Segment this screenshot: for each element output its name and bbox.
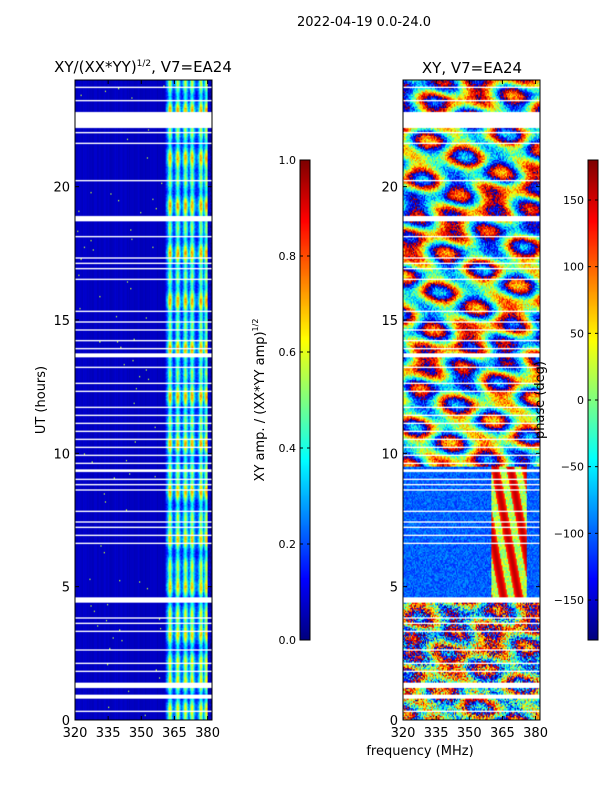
colorbar-tick-label: −50 <box>561 461 584 474</box>
amplitude-y-ticks: 0 5 10 15 20 <box>53 181 212 729</box>
x-tick-label: 335 <box>424 726 449 741</box>
colorbar-tick-label: 50 <box>570 327 584 340</box>
y-tick-label: 20 <box>381 181 398 196</box>
colorbar-tick-label: 0.0 <box>279 634 297 647</box>
y-tick-label: 5 <box>390 581 398 596</box>
y-tick-label: 15 <box>381 314 398 329</box>
amplitude-colorbar-gradient <box>300 160 310 640</box>
amplitude-colorbar-label: XY amp. / (XX*YY amp)1/2 <box>251 319 268 482</box>
phase-colorbar-gradient <box>588 160 598 640</box>
colorbar-tick-label: 150 <box>563 194 584 207</box>
phase-y-ticks: 0 5 10 15 20 <box>381 181 540 729</box>
phase-colorbar: −150 −100 −50 0 50 100 150 phase (deg) <box>533 159 599 641</box>
amplitude-x-ticks: 320 335 350 365 380 <box>63 80 220 741</box>
phase-panel: XY, V7=EA24 320 335 350 365 380 0 5 10 15 20 <box>381 59 548 741</box>
x-tick-label: 365 <box>490 726 515 741</box>
amplitude-heatmap-image <box>75 80 212 720</box>
colorbar-tick-label: −100 <box>554 527 584 540</box>
amplitude-colorbar-ticks: 0.0 0.2 0.4 0.6 0.8 1.0 <box>279 154 310 647</box>
amplitude-y-axis-label: UT (hours) <box>34 366 49 434</box>
colorbar-tick-label: 0 <box>577 394 584 407</box>
x-tick-label: 350 <box>457 726 482 741</box>
phase-x-ticks: 320 335 350 365 380 <box>391 80 548 741</box>
y-tick-label: 20 <box>53 181 70 196</box>
x-tick-label: 365 <box>162 726 187 741</box>
y-tick-label: 10 <box>381 447 398 462</box>
y-tick-label: 0 <box>390 714 398 729</box>
x-tick-label: 320 <box>391 726 416 741</box>
phase-heatmap-image <box>403 80 540 720</box>
shared-x-axis-label: frequency (MHz) <box>366 744 473 759</box>
colorbar-tick-label: 100 <box>563 261 584 274</box>
y-tick-label: 15 <box>53 314 70 329</box>
phase-panel-title: XY, V7=EA24 <box>422 59 522 77</box>
x-tick-label: 335 <box>96 726 121 741</box>
x-tick-label: 380 <box>523 726 548 741</box>
y-tick-label: 10 <box>53 447 70 462</box>
x-tick-label: 320 <box>63 726 88 741</box>
x-tick-label: 380 <box>195 726 220 741</box>
amplitude-panel: XY/(XX*YY)1/2, V7=EA24 320 335 350 365 380 0… <box>34 58 232 741</box>
phase-colorbar-label: phase (deg) <box>533 361 548 439</box>
amplitude-panel-title: XY/(XX*YY)1/2, V7=EA24 <box>54 58 232 76</box>
colorbar-tick-label: −150 <box>554 594 584 607</box>
colorbar-tick-label: 1.0 <box>279 154 297 167</box>
phase-colorbar-ticks: −150 −100 −50 0 50 100 150 <box>554 194 598 607</box>
amplitude-colorbar-frame <box>299 159 311 641</box>
colorbar-tick-label: 0.2 <box>279 538 297 551</box>
colorbar-tick-label: 0.8 <box>279 250 297 263</box>
phase-plot-frame <box>402 79 541 721</box>
colorbar-tick-label: 0.6 <box>279 346 297 359</box>
y-tick-label: 0 <box>62 714 70 729</box>
amplitude-plot-frame <box>74 79 213 721</box>
figure-suptitle: 2022-04-19 0.0-24.0 <box>297 15 431 30</box>
amplitude-colorbar: 0.0 0.2 0.4 0.6 0.8 1.0 XY amp. / (XX*YY amp)… <box>251 154 311 647</box>
y-tick-label: 5 <box>62 581 70 596</box>
x-tick-label: 350 <box>129 726 154 741</box>
colorbar-tick-label: 0.4 <box>279 442 297 455</box>
